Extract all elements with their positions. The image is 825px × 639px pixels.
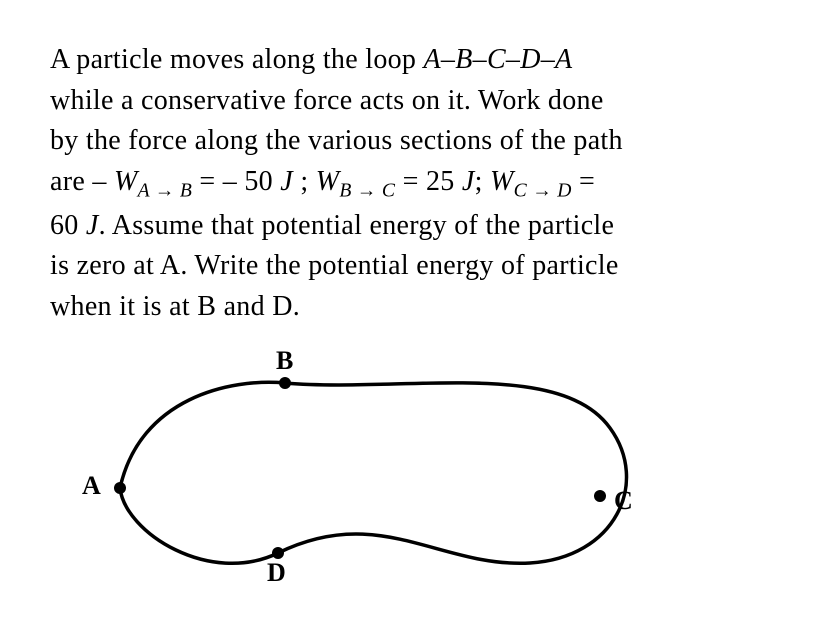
loop-svg (80, 338, 640, 588)
work-symbol: W (316, 166, 340, 197)
loop-path: A–B–C–D–A (424, 44, 573, 75)
text-segment: are – (50, 166, 114, 197)
text-segment: while a conservative force acts on it. W… (50, 85, 604, 116)
work-subscript: B → C (339, 180, 395, 201)
unit: J (462, 166, 475, 197)
node-b (279, 377, 291, 389)
node-c (594, 490, 606, 502)
work-symbol: W (114, 166, 138, 197)
problem-statement: A particle moves along the loop A–B–C–D–… (50, 40, 775, 328)
text-segment: when it is at B and D. (50, 291, 300, 322)
text-segment: A particle moves along the loop (50, 44, 424, 75)
node-a (114, 482, 126, 494)
unit: J (280, 166, 293, 197)
label-c: C (614, 486, 633, 516)
separator: ; (475, 166, 490, 197)
text-segment: is zero at A. Write the potential energy… (50, 250, 619, 281)
work-value: 60 (50, 210, 86, 241)
text-segment: by the force along the various sections … (50, 125, 623, 156)
work-value: = 25 (395, 166, 462, 197)
work-symbol: W (490, 166, 514, 197)
work-value: = – 50 (192, 166, 280, 197)
separator: ; (293, 166, 316, 197)
work-subscript: C → D (514, 180, 572, 201)
work-value: = (572, 166, 595, 197)
unit: J (86, 210, 99, 241)
label-b: B (276, 346, 293, 376)
work-subscript: A → B (138, 180, 192, 201)
label-d: D (267, 558, 286, 588)
text-segment: . Assume that potential energy of the pa… (99, 210, 615, 241)
loop-diagram: A B C D (80, 338, 640, 588)
label-a: A (82, 471, 101, 501)
loop-curve (120, 382, 627, 563)
